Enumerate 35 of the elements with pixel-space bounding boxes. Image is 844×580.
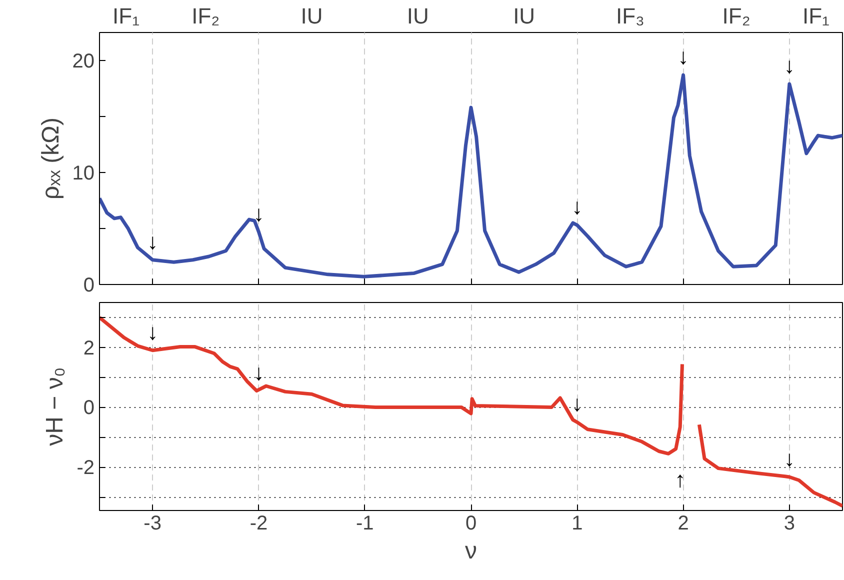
text: IF₁ [802,4,830,28]
x-tick-label: 1 [572,512,583,534]
x-tick-label: 3 [784,512,795,534]
annotation: ↓ [678,44,689,70]
x-axis-title: ν [465,538,477,564]
annotation: ↓ [147,228,158,254]
y-axis-title: νH − ν₀ [42,367,69,446]
y-tick-label: 0 [83,274,94,296]
annotation: ↓ [253,360,264,385]
annotation: ↓ [572,194,583,220]
text: IU [406,4,429,28]
text: IU [513,4,536,28]
y-axis-title: ρₓₓ (kΩ) [37,118,64,200]
text: IF₂ [722,4,750,28]
line-series [100,73,842,278]
y-tick-label: 10 [72,162,95,184]
x-tick-label: 0 [465,512,477,534]
annotation: ↓ [784,53,795,78]
annotation: ↓ [253,200,264,226]
x-tick-label: -1 [356,512,374,534]
y-tick-label: 2 [83,337,94,360]
x-tick-label: -2 [250,512,268,534]
x-tick-label: 2 [678,512,689,534]
annotation: ↓ [572,391,583,416]
text: IU [300,4,323,28]
y-tick-label: -2 [76,457,95,480]
text: IF₃ [616,4,644,28]
annotation: ↓ [784,446,795,471]
annotation: ↓ [147,319,158,344]
annotation: ↑ [674,467,686,492]
text: IF₂ [192,4,220,28]
y-tick-label: 0 [83,397,94,420]
text: IF₁ [112,4,140,28]
y-tick-label: 20 [72,50,95,72]
x-tick-label: -3 [144,512,162,534]
